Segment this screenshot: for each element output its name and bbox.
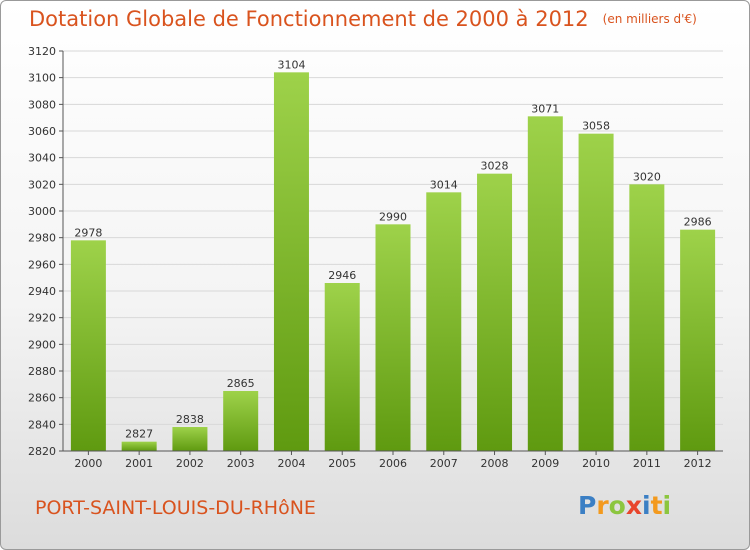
- bar-value-label: 3104: [277, 58, 305, 71]
- logo-letter: i: [662, 491, 672, 520]
- x-tick-label: 2002: [176, 457, 204, 470]
- logo-letter: t: [650, 491, 663, 520]
- logo-letter: P: [578, 491, 597, 520]
- logo-letter: x: [625, 491, 642, 520]
- bar-2007: [426, 192, 462, 452]
- bar-value-label: 3028: [481, 160, 509, 173]
- bar-2011: [629, 184, 665, 452]
- y-tick-label: 2960: [28, 258, 56, 271]
- bar-value-label: 2838: [176, 413, 204, 426]
- logo-letter: r: [596, 491, 609, 520]
- bars: 2978 2827 2838 2865 3104 2946 2990 3014 3028 3071…: [70, 58, 716, 452]
- bar-2006: [375, 224, 411, 451]
- x-tick-label: 2006: [379, 457, 407, 470]
- x-tick-label: 2010: [582, 457, 610, 470]
- y-tick-label: 2920: [28, 312, 56, 325]
- x-tick-label: 2008: [481, 457, 509, 470]
- y-tick-label: 2900: [28, 338, 56, 351]
- x-tick-label: 2011: [633, 457, 661, 470]
- bar-value-label: 3071: [531, 102, 559, 115]
- bar-2005: [324, 283, 360, 451]
- y-tick-label: 3080: [28, 98, 56, 111]
- bar-2010: [578, 133, 614, 451]
- bar-value-label: 2978: [74, 226, 102, 239]
- y-tick-label: 3040: [28, 152, 56, 165]
- x-tick-label: 2009: [531, 457, 559, 470]
- bar-2000: [70, 240, 106, 451]
- bar-2008: [477, 173, 513, 451]
- logo-letter: i: [642, 491, 651, 520]
- x-tick-label: 2007: [430, 457, 458, 470]
- axes: 2820 2840 2860 2880 2900 2920 2940 2960 2980 3000…: [28, 45, 723, 470]
- bar-2009: [527, 116, 563, 451]
- y-tick-label: 2820: [28, 445, 56, 458]
- bar-2001: [121, 441, 157, 451]
- bar-2002: [172, 427, 208, 451]
- bar-value-label: 3058: [582, 120, 610, 133]
- y-tick-label: 2860: [28, 392, 56, 405]
- bar-value-label: 2946: [328, 269, 356, 282]
- x-tick-label: 2003: [227, 457, 255, 470]
- bar-2003: [223, 391, 259, 451]
- bar-2004: [273, 72, 309, 451]
- bar-value-label: 3014: [430, 178, 458, 191]
- x-tick-label: 2005: [328, 457, 356, 470]
- bar-value-label: 2990: [379, 210, 407, 223]
- y-tick-label: 2980: [28, 232, 56, 245]
- chart-unit: (en milliers d'€): [602, 12, 697, 26]
- bar-2012: [680, 229, 716, 451]
- bar-value-label: 2827: [125, 428, 153, 441]
- y-tick-label: 2940: [28, 285, 56, 298]
- bar-value-label: 3020: [633, 170, 661, 183]
- proxiti-logo: Proxiti: [578, 491, 671, 520]
- y-tick-label: 3120: [28, 45, 56, 58]
- y-tick-label: 2880: [28, 365, 56, 378]
- x-tick-label: 2000: [74, 457, 102, 470]
- y-tick-label: 3000: [28, 205, 56, 218]
- logo-letter: o: [608, 491, 626, 520]
- bar-value-label: 2865: [227, 377, 255, 390]
- x-tick-label: 2012: [684, 457, 712, 470]
- chart-title-text: Dotation Globale de Fonctionnement de 20…: [29, 7, 589, 31]
- y-tick-label: 2840: [28, 418, 56, 431]
- x-tick-label: 2004: [277, 457, 305, 470]
- x-tick-label: 2001: [125, 457, 153, 470]
- y-tick-label: 3100: [28, 72, 56, 85]
- chart-title: Dotation Globale de Fonctionnement de 20…: [29, 7, 697, 31]
- bar-value-label: 2986: [684, 216, 712, 229]
- y-tick-label: 3060: [28, 125, 56, 138]
- commune-name: PORT-SAINT-LOUIS-DU-RHôNE: [35, 497, 316, 519]
- y-tick-label: 3020: [28, 178, 56, 191]
